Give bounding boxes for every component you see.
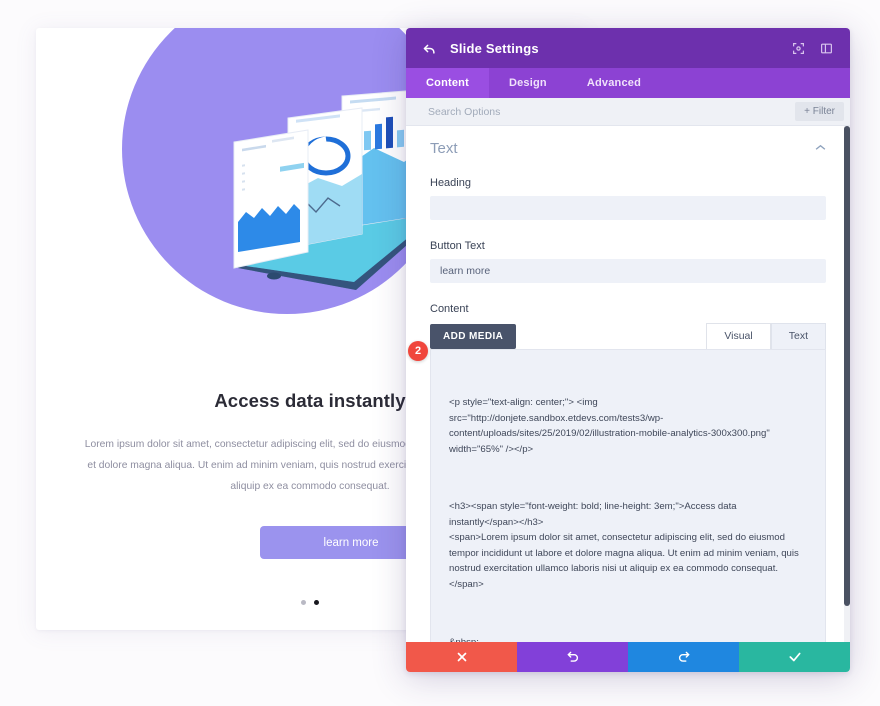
close-x-icon <box>457 652 466 662</box>
slide-dot-2[interactable] <box>314 600 319 605</box>
panel-header: Slide Settings <box>406 28 850 68</box>
redo-arrow-icon <box>678 651 690 662</box>
editor-toolbar: ADD MEDIA Visual Text <box>430 323 826 349</box>
heading-input[interactable] <box>430 196 826 220</box>
add-media-button[interactable]: ADD MEDIA <box>430 324 517 349</box>
mobile-analytics-illustration-icon <box>233 90 442 290</box>
check-icon <box>788 652 801 662</box>
section-text-header[interactable]: Text <box>430 140 826 157</box>
panel-title: Slide Settings <box>450 40 539 56</box>
filter-button[interactable]: + Filter <box>795 102 844 121</box>
slide-body-text: Lorem ipsum dolor sit amet, consectetur … <box>84 439 536 493</box>
fullscreen-icon[interactable] <box>787 37 809 59</box>
cancel-button[interactable] <box>406 642 517 672</box>
panel-scrollbar-track[interactable] <box>844 126 850 642</box>
slide-heading: Access data instantly <box>214 390 406 411</box>
redo-button[interactable] <box>628 642 739 672</box>
editor-tab-text[interactable]: Text <box>770 323 826 349</box>
button-text-field-label: Button Text <box>430 240 485 252</box>
search-input[interactable] <box>428 105 796 118</box>
panel-scrollbar-thumb[interactable] <box>844 126 850 606</box>
panel-scroll-body: Text Heading Button Text Content ADD MED… <box>406 126 850 642</box>
panel-tabs: Content Design Advanced <box>406 68 850 98</box>
undo-arrow-icon <box>566 651 578 662</box>
button-text-input[interactable] <box>430 259 826 283</box>
slide-illustration <box>36 28 584 328</box>
undo-button[interactable] <box>517 642 628 672</box>
tab-advanced[interactable]: Advanced <box>586 77 642 89</box>
step-badge-2: 2 <box>408 341 428 361</box>
slide-pagination-dots[interactable] <box>36 600 584 605</box>
tab-content[interactable]: Content <box>406 68 489 98</box>
layout-panel-icon[interactable] <box>815 37 837 59</box>
editor-tab-visual[interactable]: Visual <box>706 323 771 349</box>
slide-dot-1[interactable] <box>301 600 306 605</box>
content-code-editor-wrap: 2 <p style="text-align: center;"> <img s… <box>408 341 826 642</box>
content-code-editor[interactable]: <p style="text-align: center;"> <img src… <box>430 349 826 642</box>
editor-mode-tabs: Visual Text <box>706 323 826 349</box>
save-button[interactable] <box>739 642 850 672</box>
tab-design[interactable]: Design <box>508 77 547 89</box>
section-text: Text Heading Button Text Content ADD MED… <box>406 126 850 642</box>
code-line-2: <h3><span style="font-weight: bold; line… <box>449 501 799 590</box>
panel-action-bar <box>406 642 850 672</box>
code-line-1: <p style="text-align: center;"> <img src… <box>449 397 773 455</box>
code-line-3: &nbsp; <box>449 636 479 643</box>
chevron-up-icon[interactable] <box>815 144 826 154</box>
heading-field-label: Heading <box>430 177 471 189</box>
slide-settings-panel: Slide Settings Content Design Advanced +… <box>406 28 850 672</box>
content-field-label: Content <box>430 303 469 315</box>
search-options-bar: + Filter <box>406 98 850 126</box>
section-text-title: Text <box>430 140 458 157</box>
back-arrow-icon[interactable] <box>422 41 437 56</box>
